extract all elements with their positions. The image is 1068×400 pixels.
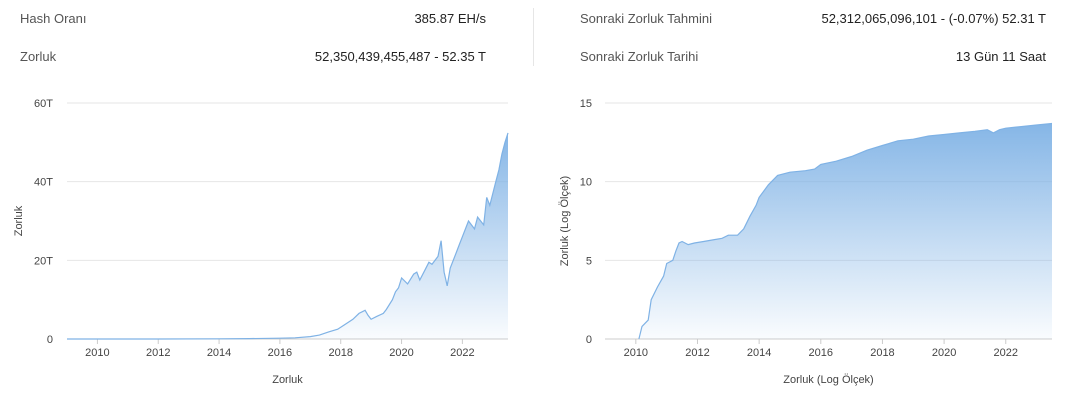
x-axis-title: Zorluk xyxy=(272,374,303,386)
series-line xyxy=(638,122,1053,340)
y-tick-label: 15 xyxy=(580,98,592,110)
x-tick-label: 2022 xyxy=(994,347,1018,359)
series-area xyxy=(638,123,1052,339)
x-tick-label: 2016 xyxy=(268,347,292,359)
difficulty-label: Zorluk xyxy=(20,49,57,64)
hash-rate-value: 385.87 EH/s xyxy=(414,11,486,26)
next-estimate-label: Sonraki Zorluk Tahmini xyxy=(580,11,712,26)
difficulty-log-chart: 0 5 10 15 2010 2012 2014 2016 2018 2020 2022 Zorluk… xyxy=(559,98,1053,386)
hash-rate-label: Hash Oranı xyxy=(20,11,87,26)
difficulty-value: 52,350,439,455,487 - 52.35 T xyxy=(314,49,486,64)
x-tick-label: 2022 xyxy=(450,347,474,359)
y-tick-label: 0 xyxy=(586,334,592,346)
next-date-value: 13 Gün 11 Saat xyxy=(955,49,1046,64)
stats-panel: Hash Oranı 385.87 EH/s Zorluk 52,350,439… xyxy=(0,0,1068,80)
x-tick-label: 2016 xyxy=(809,347,833,359)
x-tick-label: 2010 xyxy=(85,347,109,359)
y-tick-label: 5 xyxy=(586,255,592,267)
stats-divider xyxy=(533,8,534,66)
series-line xyxy=(67,132,509,340)
y-axis-title: Zorluk (Log Ölçek) xyxy=(559,176,571,266)
y-tick-label: 40T xyxy=(34,177,53,189)
series-area xyxy=(67,132,508,339)
x-tick-label: 2014 xyxy=(747,347,771,359)
difficulty-chart: 0 20T 40T 60T 2010 2012 2014 2016 2018 2020 2022 Zo… xyxy=(13,98,509,386)
x-tick-label: 2012 xyxy=(685,347,709,359)
next-estimate-value: 52,312,065,096,101 - (-0.07%) 52.31 T xyxy=(821,11,1046,26)
y-tick-label: 10 xyxy=(580,177,592,189)
y-tick-label: 60T xyxy=(34,98,53,110)
x-tick-label: 2018 xyxy=(870,347,894,359)
y-tick-label: 0 xyxy=(47,334,53,346)
x-tick-label: 2020 xyxy=(932,347,956,359)
x-tick-label: 2012 xyxy=(146,347,170,359)
next-date-label: Sonraki Zorluk Tarihi xyxy=(580,49,699,64)
y-tick-label: 20T xyxy=(34,255,53,267)
x-tick-label: 2014 xyxy=(207,347,231,359)
y-axis-title: Zorluk xyxy=(13,205,25,236)
x-axis-title: Zorluk (Log Ölçek) xyxy=(783,374,873,386)
x-tick-label: 2018 xyxy=(328,347,352,359)
x-tick-label: 2010 xyxy=(624,347,648,359)
x-tick-label: 2020 xyxy=(389,347,413,359)
